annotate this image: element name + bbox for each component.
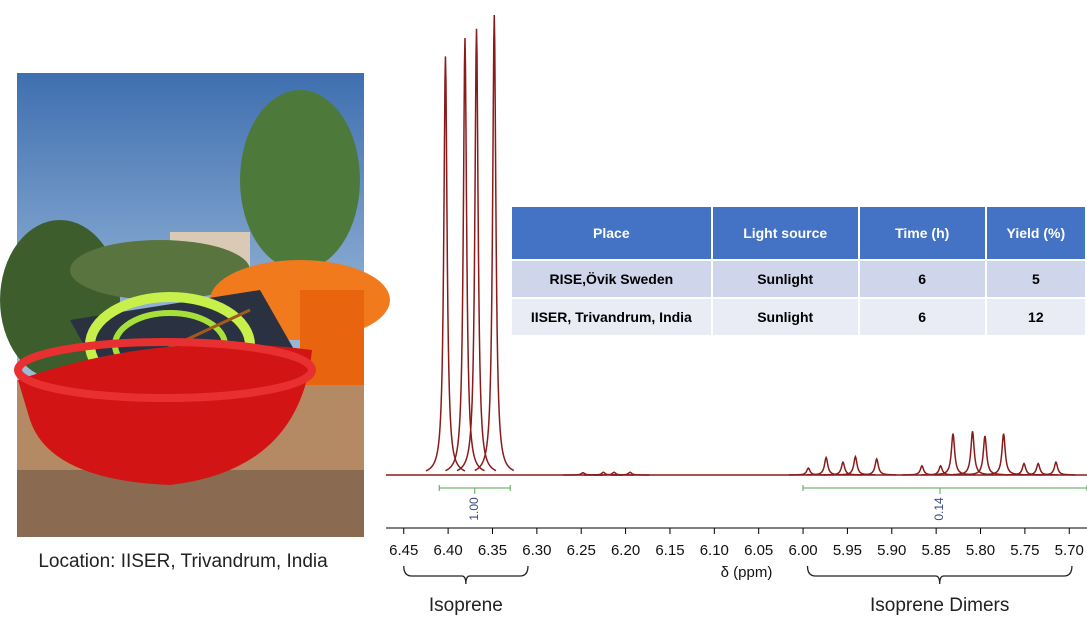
x-axis-title: δ (ppm) [721,564,773,581]
integral-label: 1.00 [467,497,481,521]
figure: Location: IISER, Trivandrum, India 6.45 6… [0,0,1087,624]
x-tick-label: 6.20 [611,542,640,559]
table-row: RISE,Övik Sweden Sunlight 6 5 [512,261,1087,299]
peak [857,459,896,475]
table-header: Place Light source Time (h) Yield (%) [512,207,1087,261]
bracket-label: Isoprene [429,595,503,616]
cell: 5 [987,261,1087,299]
header-cell: Yield (%) [987,207,1087,261]
cell: 6 [860,299,987,337]
x-tick-label: 6.25 [567,542,596,559]
header-cell: Light source [713,207,860,261]
x-tick-label: 6.05 [744,542,773,559]
x-tick-label: 6.15 [655,542,684,559]
x-tick-label: 5.90 [877,542,906,559]
x-tick-label: 6.00 [788,542,817,559]
header-cell: Time (h) [860,207,987,261]
x-tick-label: 6.30 [522,542,551,559]
x-tick-label: 5.85 [922,542,951,559]
bracket-label: Isoprene Dimers [870,595,1009,616]
x-tick-label: 6.45 [389,542,418,559]
x-tick-label: 6.35 [478,542,507,559]
photo [0,73,390,537]
cell: IISER, Trivandrum, India [512,299,713,337]
cell: Sunlight [713,261,860,299]
x-tick-label: 6.40 [434,542,463,559]
x-tick-label: 5.95 [833,542,862,559]
x-tick-label: 5.70 [1055,542,1084,559]
peak [426,56,465,470]
results-table: Place Light source Time (h) Yield (%) RI… [512,207,1087,337]
x-tick-label: 5.75 [1010,542,1039,559]
cell: 12 [987,299,1087,337]
photo-caption: Location: IISER, Trivandrum, India [38,551,328,572]
bracket [404,566,528,584]
x-tick-label: 5.80 [966,542,995,559]
header-cell: Place [512,207,713,261]
bracket [807,566,1071,584]
integral-label: 0.14 [932,497,946,521]
x-tick-label: 6.10 [700,542,729,559]
cell: 6 [860,261,987,299]
cell: Sunlight [713,299,860,337]
table-row: IISER, Trivandrum, India Sunlight 6 12 [512,299,1087,337]
cell: RISE,Övik Sweden [512,261,713,299]
